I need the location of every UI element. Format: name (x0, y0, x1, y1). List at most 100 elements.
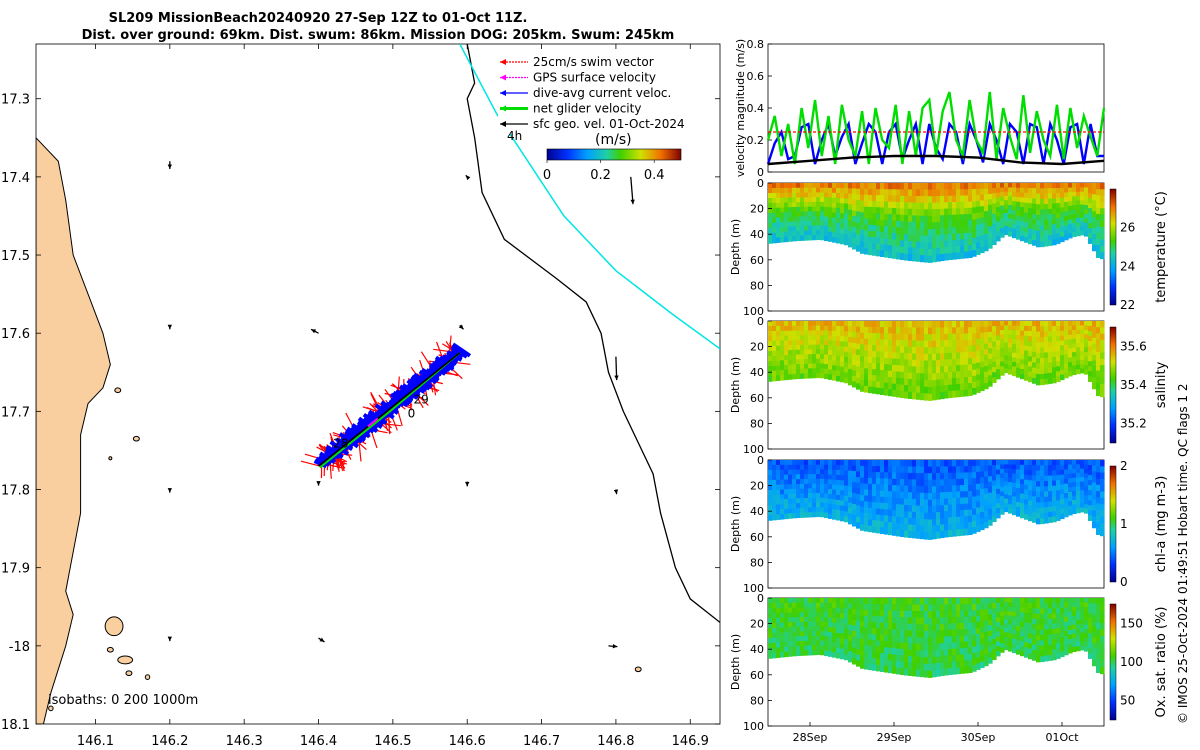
section-cell (1084, 334, 1089, 340)
velocity-ylabel: velocity magnitude (m/s) (734, 39, 747, 177)
section-cell (896, 610, 901, 618)
section-cell (1040, 650, 1045, 657)
section-cell (992, 495, 997, 502)
section-cell (852, 331, 857, 339)
section-cell (892, 648, 897, 656)
section-cell (772, 642, 777, 649)
section-cell (776, 627, 781, 634)
section-cell (928, 255, 933, 263)
section-cell (920, 215, 925, 223)
section-cell (872, 351, 877, 358)
section-cell (776, 652, 781, 658)
section-cell (792, 345, 797, 351)
section-cell (804, 607, 809, 613)
section-cell (804, 621, 809, 628)
section-cell (1024, 350, 1029, 357)
section-cell (876, 478, 881, 485)
section-cell (1096, 345, 1101, 353)
section-cell (772, 494, 777, 501)
section-cell (1068, 371, 1073, 377)
section-cell (1020, 335, 1025, 341)
section-cell (992, 649, 997, 655)
section-cell (1096, 213, 1101, 221)
section-cell (788, 212, 793, 218)
section-cell (1060, 369, 1065, 376)
section-cell (864, 483, 869, 491)
section-cell (968, 201, 973, 209)
section-cell (872, 327, 877, 334)
section-cell (1016, 488, 1021, 494)
section-cell (860, 489, 865, 496)
section-cell (1088, 366, 1093, 372)
section-cell (1072, 500, 1077, 506)
section-cell (1016, 607, 1021, 613)
section-cell (908, 321, 913, 329)
section-cell (860, 385, 865, 392)
section-cell (868, 374, 873, 382)
section-cell (836, 469, 841, 476)
section-cell (984, 516, 989, 523)
section-cell (1076, 624, 1081, 630)
section-cell (1088, 470, 1093, 476)
section-xtick-label: 29Sep (877, 731, 912, 744)
section-cell (1004, 481, 1009, 487)
section-cell (856, 326, 861, 333)
section-cell (872, 225, 877, 232)
section-cell (932, 347, 937, 355)
section-cell (1012, 510, 1017, 516)
section-cell (824, 488, 829, 495)
section-cell (952, 491, 957, 499)
section-cell (1080, 187, 1085, 193)
section-colorbar-tick-label: 35.2 (1120, 417, 1147, 431)
section-cell (900, 598, 905, 605)
section-cell (788, 513, 793, 519)
section-cell (948, 321, 953, 328)
section-cell (768, 346, 773, 352)
section-cell (952, 208, 957, 216)
section-cell (976, 639, 981, 647)
section-cell (860, 373, 865, 381)
section-cell (936, 215, 941, 223)
section-cell (1084, 369, 1089, 375)
section-cell (852, 215, 857, 223)
section-cell (984, 337, 989, 345)
section-cell (992, 336, 997, 343)
section-cell (984, 343, 989, 350)
section-cell (948, 384, 953, 392)
section-cell (868, 230, 873, 238)
section-cell (948, 661, 953, 669)
section-cell (872, 478, 877, 485)
section-cell (928, 617, 933, 626)
section-cell (804, 498, 809, 504)
section-cell (848, 629, 853, 636)
section-cell (912, 511, 917, 519)
section-cell (1052, 356, 1057, 363)
section-cell (888, 635, 893, 643)
section-cell (776, 464, 781, 471)
section-cell (980, 638, 985, 645)
section-cell (864, 224, 869, 231)
section-cell (844, 239, 849, 246)
section-cell (856, 338, 861, 345)
section-cell (908, 636, 913, 644)
section-cell (828, 183, 833, 189)
section-cell (896, 327, 901, 335)
section-cell (800, 483, 805, 490)
section-cell (852, 641, 857, 649)
section-cell (836, 632, 841, 639)
section-cell (1092, 648, 1097, 655)
legend-arrowhead (500, 105, 506, 112)
section-cell (968, 232, 973, 240)
section-cell (1052, 331, 1057, 338)
section-cell (872, 387, 877, 394)
section-cell (860, 650, 865, 658)
section-cell (1096, 635, 1101, 642)
section-cell (968, 370, 973, 378)
section-cell (1048, 214, 1053, 220)
section-cell (1060, 330, 1065, 337)
section-cell (1080, 221, 1085, 227)
section-cell (980, 200, 985, 207)
section-cell (940, 610, 945, 618)
section-cell (924, 196, 929, 204)
